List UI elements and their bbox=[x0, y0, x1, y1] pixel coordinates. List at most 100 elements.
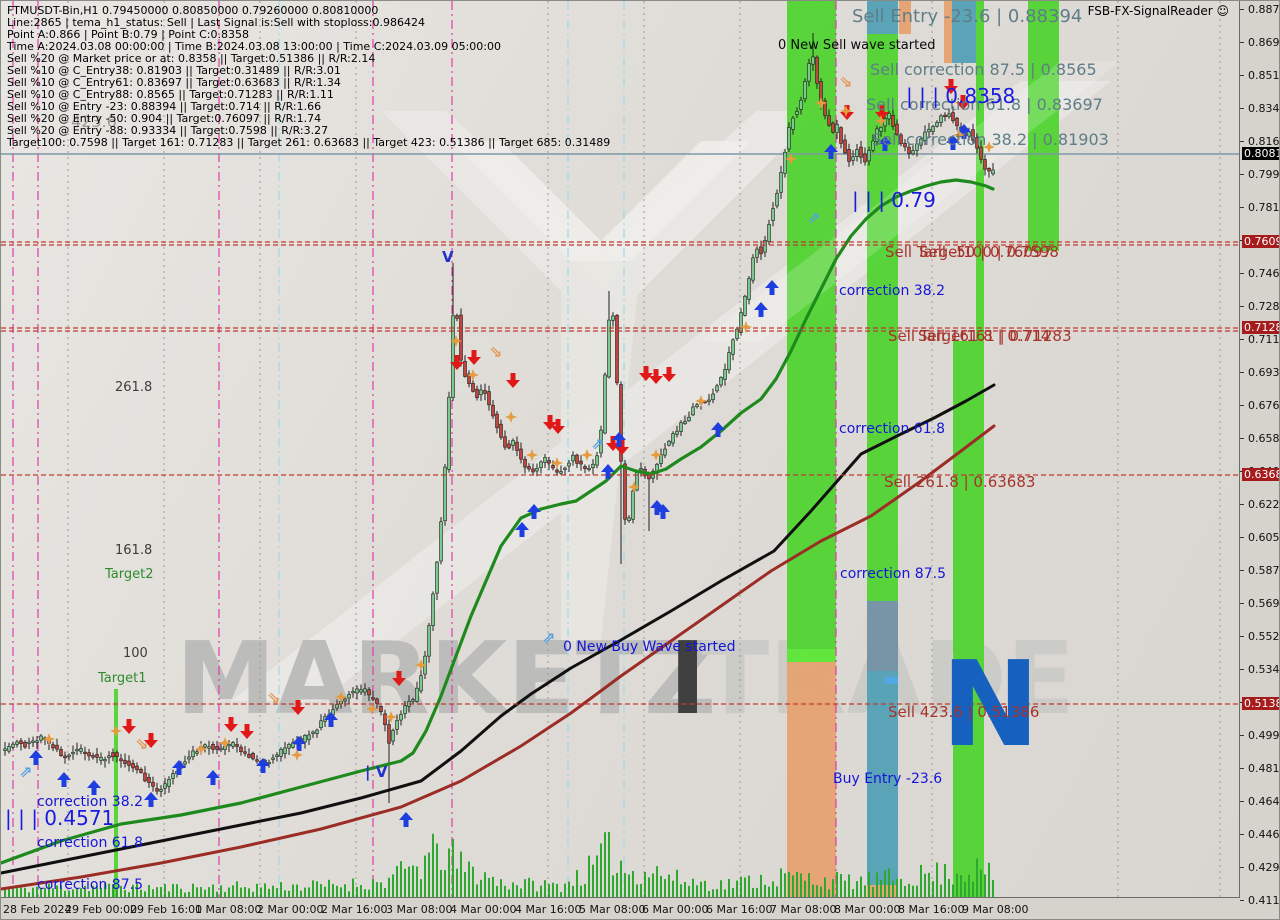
volume-bar bbox=[964, 881, 966, 897]
price-label: 0.74639 bbox=[1248, 267, 1280, 280]
candle-bull bbox=[755, 248, 759, 258]
star-signal-icon bbox=[875, 115, 887, 127]
volume-bar bbox=[348, 891, 350, 897]
volume-bar bbox=[584, 883, 586, 897]
chart-annotation: Sell correction 38.2 | 0.81903 bbox=[872, 130, 1109, 149]
candle-bear bbox=[491, 404, 495, 417]
candle-bull bbox=[3, 748, 7, 751]
candle-bear bbox=[211, 743, 215, 750]
candle-bull bbox=[415, 687, 419, 702]
candles-layer bbox=[3, 33, 995, 803]
candle-bear bbox=[503, 436, 507, 448]
volume-bar bbox=[32, 887, 34, 897]
volume-bar bbox=[148, 885, 150, 897]
candle-bull bbox=[283, 747, 287, 754]
chart-area[interactable]: MARKETZ I TRADE N ⇗⇗⇗⇗⇘⇘⇘⇘ Sell Entry -2… bbox=[1, 1, 1240, 898]
volume-bar bbox=[324, 886, 326, 897]
price-axis[interactable]: 0.88767 0.86955 0.85195 0.83436 0.81677 0.799… bbox=[1240, 1, 1280, 919]
buy-arrow-icon bbox=[144, 792, 158, 807]
volume-bar bbox=[56, 885, 58, 897]
volume-bar bbox=[352, 878, 354, 897]
candle-bull bbox=[683, 420, 687, 424]
volume-bar bbox=[728, 878, 730, 897]
volume-bar bbox=[76, 888, 78, 897]
volume-bar bbox=[524, 879, 526, 897]
volume-bar bbox=[436, 843, 438, 897]
price-tick bbox=[1240, 273, 1244, 274]
price-label: 0.79917 bbox=[1248, 168, 1280, 181]
candle-bear bbox=[495, 413, 499, 429]
candle-bull bbox=[671, 433, 675, 444]
chart-annotation: Buy Entry -23.6 bbox=[833, 771, 943, 787]
chart-annotation: | V bbox=[365, 763, 388, 781]
volume-bar bbox=[384, 888, 386, 897]
candle-bull bbox=[343, 698, 347, 702]
candle-bear bbox=[475, 388, 479, 398]
volume-bar bbox=[916, 885, 918, 897]
volume-bar bbox=[664, 879, 666, 897]
volume-bar bbox=[576, 870, 578, 897]
volume-bar bbox=[364, 889, 366, 897]
candle-bull bbox=[311, 731, 315, 734]
candle-bull bbox=[911, 150, 915, 155]
candle-bear bbox=[379, 706, 383, 712]
time-axis[interactable]: 28 Feb 2024 29 Feb 00:00 29 Feb 16:00 1 Mar… bbox=[1, 898, 1240, 919]
price-tick bbox=[1240, 372, 1244, 373]
candle-bear bbox=[123, 759, 127, 764]
candle-bull bbox=[767, 224, 771, 242]
candle-bear bbox=[63, 755, 67, 759]
candle-bear bbox=[59, 749, 63, 756]
time-label: 7 Mar 08:00 bbox=[770, 903, 837, 916]
volume-bar bbox=[468, 861, 470, 897]
volume-bar bbox=[644, 871, 646, 897]
candle-bull bbox=[279, 749, 283, 757]
volume-bar bbox=[700, 881, 702, 897]
price-tick bbox=[1240, 174, 1244, 175]
signal-band bbox=[867, 601, 898, 671]
candle-bull bbox=[271, 757, 275, 760]
volume-bar bbox=[120, 885, 122, 897]
volume-bar bbox=[840, 874, 842, 897]
volume-bar bbox=[532, 880, 534, 897]
chart-annotation: 423.6 bbox=[71, 112, 117, 131]
price-tick bbox=[1240, 339, 1244, 340]
volume-bar bbox=[656, 866, 658, 897]
chart-annotation: correction 38.2 bbox=[839, 283, 945, 299]
candle-bear bbox=[903, 143, 907, 148]
star-signal-icon bbox=[335, 691, 347, 703]
volume-bar bbox=[684, 881, 686, 897]
candle-bull bbox=[875, 128, 879, 142]
time-label: 8 Mar 16:00 bbox=[898, 903, 965, 916]
volume-bar bbox=[560, 892, 562, 897]
price-label: 0.85195 bbox=[1248, 69, 1280, 82]
hollow-down-arrow-icon: ⇘ bbox=[267, 688, 280, 707]
volume-bar bbox=[216, 891, 218, 897]
volume-bar bbox=[636, 884, 638, 897]
candle-bull bbox=[535, 467, 539, 472]
candle-bear bbox=[555, 469, 559, 473]
time-label: 1 Mar 08:00 bbox=[195, 903, 262, 916]
star-signal-icon bbox=[505, 411, 517, 423]
candle-bear bbox=[827, 115, 831, 126]
candle-bull bbox=[591, 463, 595, 468]
candle-bull bbox=[187, 756, 191, 760]
star-signal-icon bbox=[551, 457, 563, 469]
time-label: 6 Mar 16:00 bbox=[706, 903, 773, 916]
candle-bull bbox=[567, 462, 571, 467]
star-signal-icon bbox=[219, 737, 231, 749]
candle-bull bbox=[947, 113, 951, 117]
volume-bar bbox=[716, 889, 718, 897]
candle-bull bbox=[207, 746, 211, 749]
candle-bear bbox=[583, 466, 587, 469]
volume-bar bbox=[540, 885, 542, 897]
volume-bar bbox=[724, 889, 726, 897]
volume-bar bbox=[52, 888, 54, 897]
signal-band bbox=[787, 1, 836, 649]
star-signal-icon bbox=[366, 703, 378, 715]
buy-arrow-icon bbox=[601, 464, 615, 479]
time-label: 3 Mar 08:00 bbox=[386, 903, 453, 916]
candle-bull bbox=[287, 744, 291, 749]
time-label: 28 Feb 2024 bbox=[3, 903, 72, 916]
buy-arrow-icon bbox=[87, 780, 101, 795]
volume-bar bbox=[60, 885, 62, 897]
